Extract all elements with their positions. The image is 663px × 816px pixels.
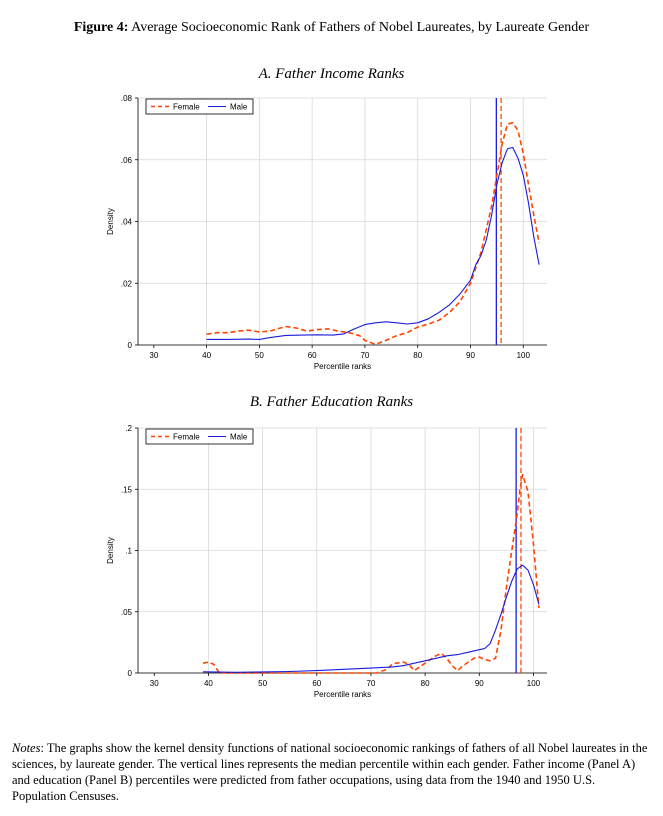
legend-box xyxy=(145,98,254,115)
male-legend-label: Male xyxy=(230,103,248,112)
y-tick-label: .08 xyxy=(121,94,133,103)
x-tick-label: 30 xyxy=(150,679,159,688)
x-axis-title: Percentile ranks xyxy=(314,690,371,699)
x-tick-label: 70 xyxy=(366,679,375,688)
panel-a-title: A. Father Income Ranks xyxy=(258,66,405,82)
figure-title: Figure 4: Average Socioeconomic Rank of … xyxy=(0,20,663,36)
x-tick-label: 90 xyxy=(475,679,484,688)
x-tick-label: 90 xyxy=(466,351,475,360)
x-tick-label: 80 xyxy=(413,351,422,360)
x-tick-label: 30 xyxy=(149,351,158,360)
x-tick-label: 60 xyxy=(312,679,321,688)
male-density-line xyxy=(202,564,540,673)
legend-box xyxy=(145,428,254,445)
figure-title-text: Average Socioeconomic Rank of Fathers of… xyxy=(131,20,590,35)
x-tick-label: 50 xyxy=(255,351,264,360)
education-rank-density-chart: 30 40 50 60 70 80 90 100 0 .05 .1 .15 .2 Percentile r… xyxy=(106,424,547,699)
figure-notes: Notes: The graphs show the kernel densit… xyxy=(12,740,652,804)
x-tick-label: 100 xyxy=(517,351,531,360)
panel-b-title: B. Father Education Ranks xyxy=(249,394,414,410)
x-tick-label: 40 xyxy=(202,351,211,360)
notes-label: Notes xyxy=(12,741,41,755)
x-tick-label: 40 xyxy=(204,679,213,688)
y-tick-label: .05 xyxy=(121,608,133,617)
female-density-line xyxy=(202,473,540,674)
y-tick-label: 0 xyxy=(128,341,133,350)
y-tick-label: .06 xyxy=(121,156,133,165)
female-legend-label: Female xyxy=(173,103,200,112)
x-axis-title: Percentile ranks xyxy=(314,362,371,371)
y-tick-label: 0 xyxy=(128,669,133,678)
x-tick-label: 100 xyxy=(527,679,541,688)
income-rank-density-chart: 30 40 50 60 70 80 90 100 0 .02 .04 .06 .08 Percentile… xyxy=(106,94,547,371)
male-density-line xyxy=(206,146,540,340)
figure-number: Figure 4: xyxy=(73,20,129,35)
y-tick-label: .02 xyxy=(121,279,133,288)
x-tick-label: 70 xyxy=(360,351,369,360)
female-density-line xyxy=(206,121,540,346)
x-tick-label: 50 xyxy=(258,679,267,688)
y-axis-title: Density xyxy=(106,537,115,564)
y-tick-label: .15 xyxy=(121,485,133,494)
notes-text: : The graphs show the kernel density fun… xyxy=(12,741,648,803)
x-tick-label: 60 xyxy=(308,351,317,360)
male-legend-label: Male xyxy=(230,433,248,442)
x-tick-label: 80 xyxy=(421,679,430,688)
y-axis-title: Density xyxy=(106,208,115,235)
y-tick-label: .2 xyxy=(125,424,132,433)
y-tick-label: .1 xyxy=(125,547,132,556)
female-legend-label: Female xyxy=(173,433,200,442)
y-tick-label: .04 xyxy=(121,218,133,227)
